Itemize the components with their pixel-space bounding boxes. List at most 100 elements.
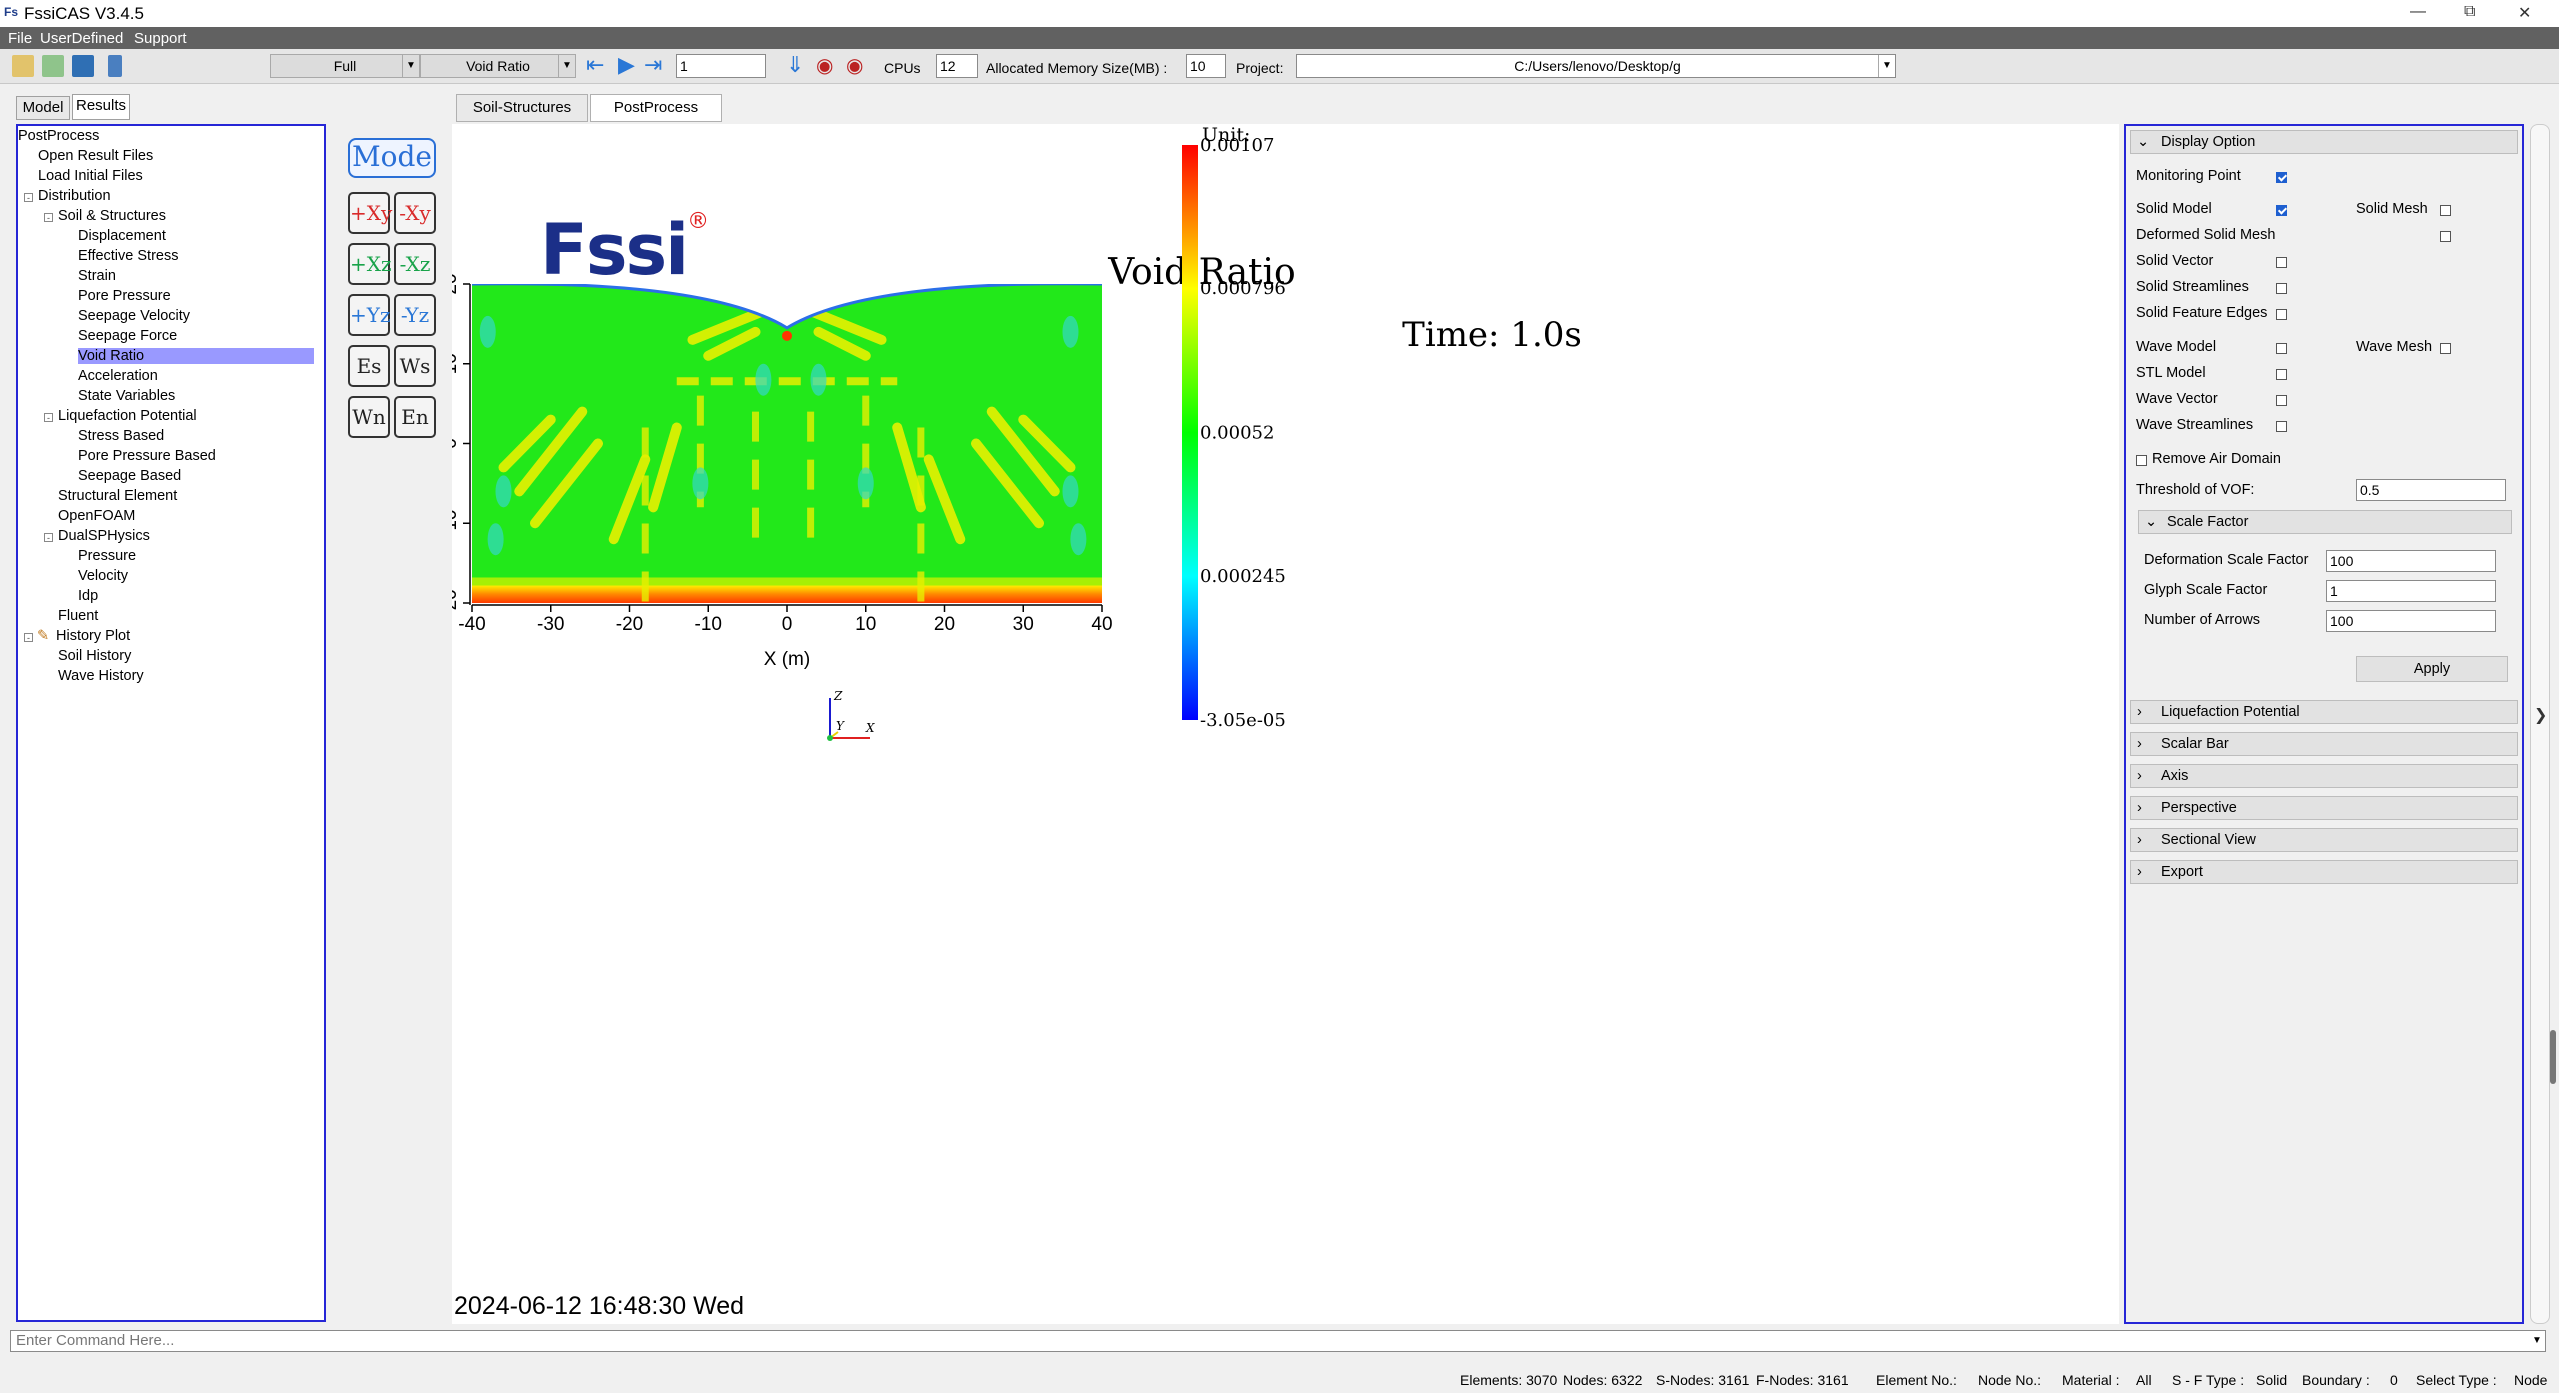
step-input[interactable]: 1	[676, 54, 766, 78]
tree-item-idp[interactable]: Idp	[78, 588, 99, 604]
solid-vector-checkbox[interactable]	[2276, 257, 2287, 268]
tree-item-history-plot[interactable]: History Plot	[56, 628, 131, 644]
tree-item-openfoam[interactable]: OpenFOAM	[58, 508, 136, 524]
view-button-minus-xz[interactable]: -Xz	[394, 243, 436, 285]
wave-streamlines-checkbox[interactable]	[2276, 421, 2287, 432]
wave-mesh-checkbox[interactable]	[2440, 343, 2451, 354]
view-button-wn[interactable]: Wn	[348, 396, 390, 438]
project-path-select[interactable]: C:/Users/lenovo/Desktop/g ▼	[1296, 54, 1896, 78]
tree-item-pore-pressure[interactable]: Pore Pressure	[78, 288, 171, 304]
command-input[interactable]: Enter Command Here...	[10, 1330, 2546, 1352]
tree-expander-icon[interactable]: -	[44, 213, 53, 223]
mode-button[interactable]: Mode	[348, 138, 436, 178]
view-button-es[interactable]: Es	[348, 345, 390, 387]
num-arrows-input[interactable]: 100	[2326, 610, 2496, 632]
solid-feature-edges-checkbox[interactable]	[2276, 309, 2287, 320]
view-button-minus-xy[interactable]: -Xy	[394, 192, 436, 234]
download-icon[interactable]: ⇓	[786, 52, 805, 77]
maximize-icon[interactable]: ⧉	[2464, 3, 2476, 20]
close-icon[interactable]: ✕	[2518, 5, 2532, 22]
menu-support[interactable]: Support	[134, 30, 187, 47]
view-button-plusminus-xz[interactable]: +Xz	[348, 243, 392, 285]
layout-icon[interactable]	[108, 55, 122, 77]
open-folder-icon[interactable]	[12, 55, 34, 77]
tree-item-liquefaction-potential[interactable]: Liquefaction Potential	[58, 408, 197, 424]
tree-expander-icon[interactable]: -	[44, 533, 53, 543]
section-scalar-bar[interactable]: › Scalar Bar	[2130, 732, 2518, 756]
tree-expander-icon[interactable]: -	[44, 413, 53, 423]
wave-vector-checkbox[interactable]	[2276, 395, 2287, 406]
tab-soil-structures[interactable]: Soil-Structures	[456, 94, 588, 122]
glyph-scale-input[interactable]: 1	[2326, 580, 2496, 602]
section-perspective[interactable]: › Perspective	[2130, 796, 2518, 820]
window-scroll-handle[interactable]	[2550, 1030, 2556, 1084]
wave-model-checkbox[interactable]	[2276, 343, 2287, 354]
play-icon[interactable]: ▶	[618, 52, 635, 77]
stl-model-checkbox[interactable]	[2276, 369, 2287, 380]
deformation-scale-input[interactable]: 100	[2326, 550, 2496, 572]
threshold-vof-input[interactable]: 0.5	[2356, 479, 2506, 501]
section-export[interactable]: › Export	[2130, 860, 2518, 884]
view-button-plusminus-yz[interactable]: +Yz	[348, 294, 391, 336]
tree-item-postprocess[interactable]: PostProcess	[18, 128, 100, 144]
menu-file[interactable]: File	[8, 30, 33, 47]
tree-item-strain[interactable]: Strain	[78, 268, 116, 284]
step-forward-icon[interactable]: ⇥	[644, 52, 663, 77]
tree-item-seepage-based[interactable]: Seepage Based	[78, 468, 182, 484]
record-all-icon[interactable]: ◉	[846, 55, 864, 77]
step-back-icon[interactable]: ⇤	[586, 52, 605, 77]
tree-item-void-ratio[interactable]: Void Ratio	[78, 348, 314, 364]
monitoring-point-checkbox[interactable]	[2276, 172, 2287, 183]
save-icon[interactable]	[72, 55, 94, 77]
view-button-plusminus-xy[interactable]: +Xy	[348, 192, 392, 234]
display-option-header[interactable]: ⌄ Display Option	[2130, 130, 2518, 154]
section-liquefaction-potential[interactable]: › Liquefaction Potential	[2130, 700, 2518, 724]
tree-item-load-initial-files[interactable]: Load Initial Files	[38, 168, 143, 184]
solid-model-checkbox[interactable]	[2276, 205, 2287, 216]
collapse-panel-icon[interactable]: ❯	[2534, 707, 2548, 724]
record-icon[interactable]: ◉	[816, 55, 834, 77]
apply-button[interactable]: Apply	[2356, 656, 2508, 682]
menu-userdefined[interactable]: UserDefined	[40, 30, 124, 47]
view-button-minus-yz[interactable]: -Yz	[394, 294, 436, 336]
chevron-down-icon[interactable]: ▼	[2532, 1335, 2542, 1346]
tab-results[interactable]: Results	[72, 94, 130, 120]
tab-postprocess[interactable]: PostProcess	[590, 94, 722, 122]
view-button-ws[interactable]: Ws	[394, 345, 436, 387]
tree-item-soil-structures[interactable]: Soil & Structures	[58, 208, 166, 224]
tree-item-stress-based[interactable]: Stress Based	[78, 428, 165, 444]
tree-item-seepage-velocity[interactable]: Seepage Velocity	[78, 308, 191, 324]
tree-expander-icon[interactable]: -	[24, 193, 33, 203]
tree-expander-icon[interactable]: -	[24, 633, 33, 643]
tree-item-pressure[interactable]: Pressure	[78, 548, 137, 564]
minimize-icon[interactable]: —	[2410, 3, 2426, 20]
tree-item-soil-history[interactable]: Soil History	[58, 648, 132, 664]
solid-mesh-checkbox[interactable]	[2440, 205, 2451, 216]
result-type-select[interactable]: Void Ratio ▼	[420, 54, 576, 78]
tab-model[interactable]: Model	[16, 96, 70, 120]
tree-item-acceleration[interactable]: Acceleration	[78, 368, 158, 384]
tree-item-dualsphysics[interactable]: DualSPHysics	[58, 528, 150, 544]
render-viewport[interactable]: Fssi® Void Ratio Time: 1.0s -40 -30 -20 -10…	[452, 124, 2119, 1324]
scale-factor-header[interactable]: ⌄ Scale Factor	[2138, 510, 2512, 534]
new-project-icon[interactable]	[42, 55, 64, 77]
tree-item-wave-history[interactable]: Wave History	[58, 668, 144, 684]
tree-item-velocity[interactable]: Velocity	[78, 568, 128, 584]
tree-item-pore-pressure-based[interactable]: Pore Pressure Based	[78, 448, 216, 464]
tree-item-fluent[interactable]: Fluent	[58, 608, 99, 624]
memory-input[interactable]: 10	[1186, 54, 1226, 78]
tree-item-state-variables[interactable]: State Variables	[78, 388, 176, 404]
tree-item-distribution[interactable]: Distribution	[38, 188, 111, 204]
tree-item-displacement[interactable]: Displacement	[78, 228, 166, 244]
tree-item-seepage-force[interactable]: Seepage Force	[78, 328, 178, 344]
tree-item-open-result-files[interactable]: Open Result Files	[38, 148, 154, 164]
deformed-solid-mesh-checkbox[interactable]	[2440, 231, 2451, 242]
cpus-input[interactable]: 12	[936, 54, 978, 78]
tree-item-effective-stress[interactable]: Effective Stress	[78, 248, 179, 264]
remove-air-domain-checkbox[interactable]	[2136, 455, 2147, 466]
section-sectional-view[interactable]: › Sectional View	[2130, 828, 2518, 852]
tree-item-structural-element[interactable]: Structural Element	[58, 488, 178, 504]
section-axis[interactable]: › Axis	[2130, 764, 2518, 788]
view-button-en[interactable]: En	[394, 396, 436, 438]
view-mode-select[interactable]: Full ▼	[270, 54, 420, 78]
